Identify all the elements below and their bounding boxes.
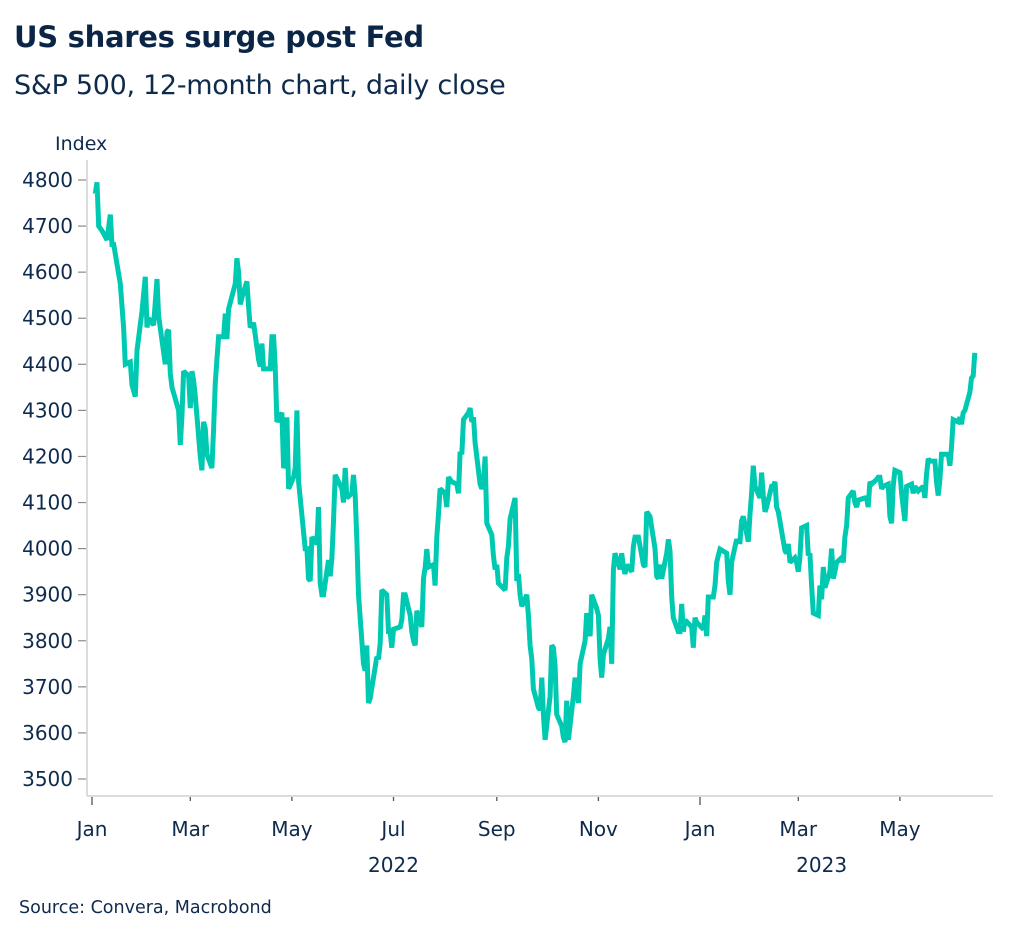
y-tick-label: 3800: [22, 629, 73, 653]
series-group: [92, 181, 978, 743]
chart-subtitle: S&P 500, 12-month chart, daily close: [14, 70, 506, 101]
y-tick-label: 4400: [22, 352, 73, 376]
y-axis-ticks: 4800 4700 4600 4500 4400 4300 4200 4100 4000 3900…: [22, 168, 86, 791]
y-tick-label: 4300: [22, 398, 73, 422]
x-year-label: 2022: [368, 853, 419, 877]
y-axis-unit-label: Index: [55, 133, 107, 155]
y-tick-label: 4100: [22, 491, 73, 515]
y-tick-label: 4600: [22, 260, 73, 284]
x-tick-label: Jan: [683, 817, 716, 841]
x-tick-label: Mar: [171, 817, 210, 841]
y-tick-label: 4500: [22, 306, 73, 330]
x-tick-label: Jan: [75, 817, 108, 841]
y-tick-label: 3500: [22, 767, 73, 791]
x-tick-label: May: [271, 817, 313, 841]
y-tick-label: 3700: [22, 675, 73, 699]
x-axis-ticks: Jan Mar May Jul Sep Nov Jan Mar May 2022 2023: [75, 797, 921, 877]
y-tick-label: 4000: [22, 537, 73, 561]
series-line-sp500: [92, 181, 978, 743]
source-note: Source: Convera, Macrobond: [19, 898, 272, 918]
x-tick-label: Sep: [478, 817, 516, 841]
y-tick-label: 3600: [22, 721, 73, 745]
x-tick-label: May: [879, 817, 921, 841]
chart-title: US shares surge post Fed: [14, 20, 424, 54]
x-tick-label: Mar: [779, 817, 818, 841]
y-tick-label: 3900: [22, 583, 73, 607]
y-tick-label: 4700: [22, 214, 73, 238]
y-tick-label: 4800: [22, 168, 73, 192]
axes: [86, 160, 993, 797]
y-tick-label: 4200: [22, 444, 73, 468]
x-year-label: 2023: [796, 853, 847, 877]
x-tick-label: Nov: [579, 817, 618, 841]
x-tick-label: Jul: [379, 817, 405, 841]
